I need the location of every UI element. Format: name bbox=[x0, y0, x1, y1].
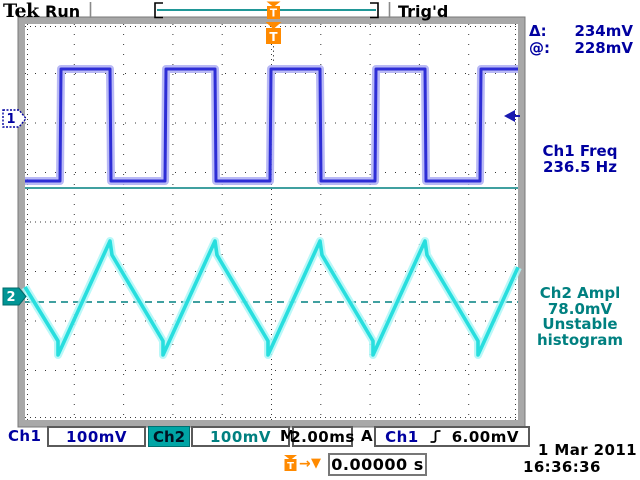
date-readout: 1 Mar 2011 bbox=[537, 441, 637, 459]
timebase-value: 2.00ms bbox=[290, 427, 355, 446]
ch1-measurement-value: 236.5 Hz bbox=[543, 157, 617, 176]
tek-logo: Tek bbox=[3, 0, 39, 22]
trigger-position-flag-icon: T bbox=[265, 22, 282, 64]
arrow-right-icon: → bbox=[299, 456, 311, 472]
cursor-delta-readout: Δ: 234mV bbox=[529, 22, 633, 40]
record-trigger-flag-letter: T bbox=[270, 8, 278, 20]
acquisition-status: Run bbox=[45, 2, 81, 21]
trigger-level-arrow-icon bbox=[504, 110, 520, 122]
ch2-measurement-name: Ch2 Ampl bbox=[539, 284, 621, 302]
ch2-scale-readout: 100mV bbox=[191, 426, 290, 447]
ch2-label-badge: Ch2 bbox=[148, 426, 190, 447]
voltage-cursors bbox=[25, 187, 518, 303]
cursor-delta-label: Δ: bbox=[529, 22, 547, 40]
ch1-label: Ch1 bbox=[8, 427, 42, 445]
time-readout: 16:36:36 bbox=[523, 458, 601, 476]
trigger-flag-letter: T bbox=[269, 30, 278, 44]
record-view-bracket bbox=[154, 2, 379, 19]
ch2-marker-label: 2 bbox=[6, 290, 15, 305]
cursor-at-value: 228mV bbox=[574, 39, 633, 57]
ch1-measurement-name: Ch1 Freq bbox=[542, 142, 618, 160]
triangle-down-icon: ▼ bbox=[311, 456, 321, 471]
ch1-scale-readout: 100mV bbox=[47, 426, 146, 447]
trigger-t-flag-letter: T bbox=[287, 461, 294, 472]
trigger-t-flag-icon: T bbox=[284, 455, 297, 472]
horizontal-position-readout: 0.00000 s bbox=[328, 453, 427, 476]
ch2-measurement-value: 78.0mV bbox=[547, 299, 613, 318]
cursor-at-readout: @: 228mV bbox=[529, 39, 633, 57]
trigger-readout: Ch1 6.00mV bbox=[374, 426, 530, 447]
trigger-mode-label: A bbox=[361, 427, 374, 445]
timebase-readout: 2.00ms bbox=[290, 426, 355, 447]
ch1-scale-value: 100mV bbox=[65, 427, 128, 446]
horizontal-position-value: 0.00000 s bbox=[331, 455, 424, 474]
ch2-marker-tag: 2 bbox=[2, 287, 27, 306]
ch1-marker-tag: 1 bbox=[2, 109, 27, 128]
ch2-measurement: Ch2 Ampl 78.0mV Unstable histogram bbox=[522, 284, 638, 349]
cursor-at-label: @: bbox=[529, 39, 550, 57]
trigger-status: Trig'd bbox=[398, 2, 449, 21]
cursor-delta-value: 234mV bbox=[574, 22, 633, 40]
rising-edge-slope-icon bbox=[430, 430, 441, 443]
ch2-measurement-warning-1: Unstable bbox=[542, 315, 618, 333]
ch2-measurement-warning-2: histogram bbox=[536, 330, 624, 349]
ch2-scale-value: 100mV bbox=[209, 427, 272, 446]
trigger-source: Ch1 bbox=[385, 427, 419, 446]
trigger-level-value: 6.00mV bbox=[451, 427, 519, 446]
ch2-label: Ch2 bbox=[152, 427, 186, 446]
ch1-marker-label: 1 bbox=[6, 112, 15, 127]
record-trigger-flag-icon: T bbox=[266, 1, 281, 20]
ch2-waveform bbox=[21, 237, 522, 359]
ch1-waveform bbox=[25, 65, 518, 185]
ch1-measurement: Ch1 Freq 236.5 Hz bbox=[522, 142, 638, 176]
timebase-label: M bbox=[280, 427, 296, 445]
